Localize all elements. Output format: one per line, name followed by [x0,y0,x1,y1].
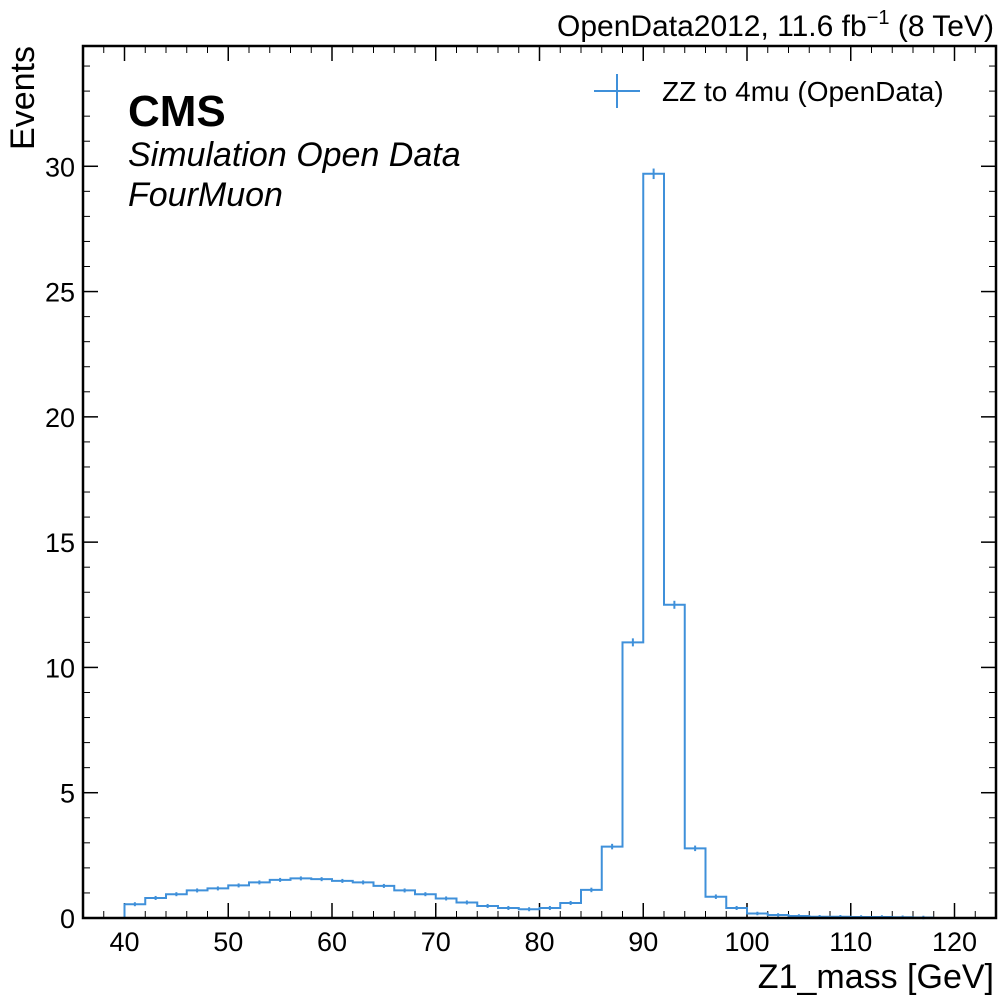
x-tick-label: 80 [524,927,554,957]
x-tick-label: 100 [724,927,769,957]
y-tick-label: 20 [45,403,75,433]
x-tick-label: 90 [628,927,658,957]
x-tick-label: 40 [109,927,139,957]
series-layer [123,168,934,920]
legend: ZZ to 4mu (OpenData) [594,74,944,108]
x-tick-label: 70 [421,927,451,957]
y-tick-label: 5 [60,779,75,809]
x-tick-label: 120 [932,927,977,957]
subtitle-line-1: Simulation Open Data [128,136,461,174]
x-axis-label: Z1_mass [GeV] [758,958,994,996]
histogram-step-line [123,172,934,919]
y-tick-label: 25 [45,278,75,308]
luminosity-label: OpenData2012, 11.6 fb−1 (8 TeV) [557,7,994,43]
y-tick-label: 0 [60,904,75,934]
experiment-label: CMS [128,87,226,136]
plot-frame [81,44,998,920]
tick-labels: 40 50 60 70 80 90 100 110 120 0 5 10 15 20 25 30 [45,152,977,957]
y-tick-label: 30 [45,152,75,182]
x-tick-label: 50 [213,927,243,957]
legend-entry-label: ZZ to 4mu (OpenData) [662,76,944,107]
y-tick-label: 10 [45,653,75,683]
x-tick-label: 110 [829,927,872,957]
subtitle-line-2: FourMuon [128,176,283,214]
y-axis-label: Events [4,46,42,150]
y-tick-label: 15 [45,528,75,558]
x-tick-label: 60 [317,927,347,957]
